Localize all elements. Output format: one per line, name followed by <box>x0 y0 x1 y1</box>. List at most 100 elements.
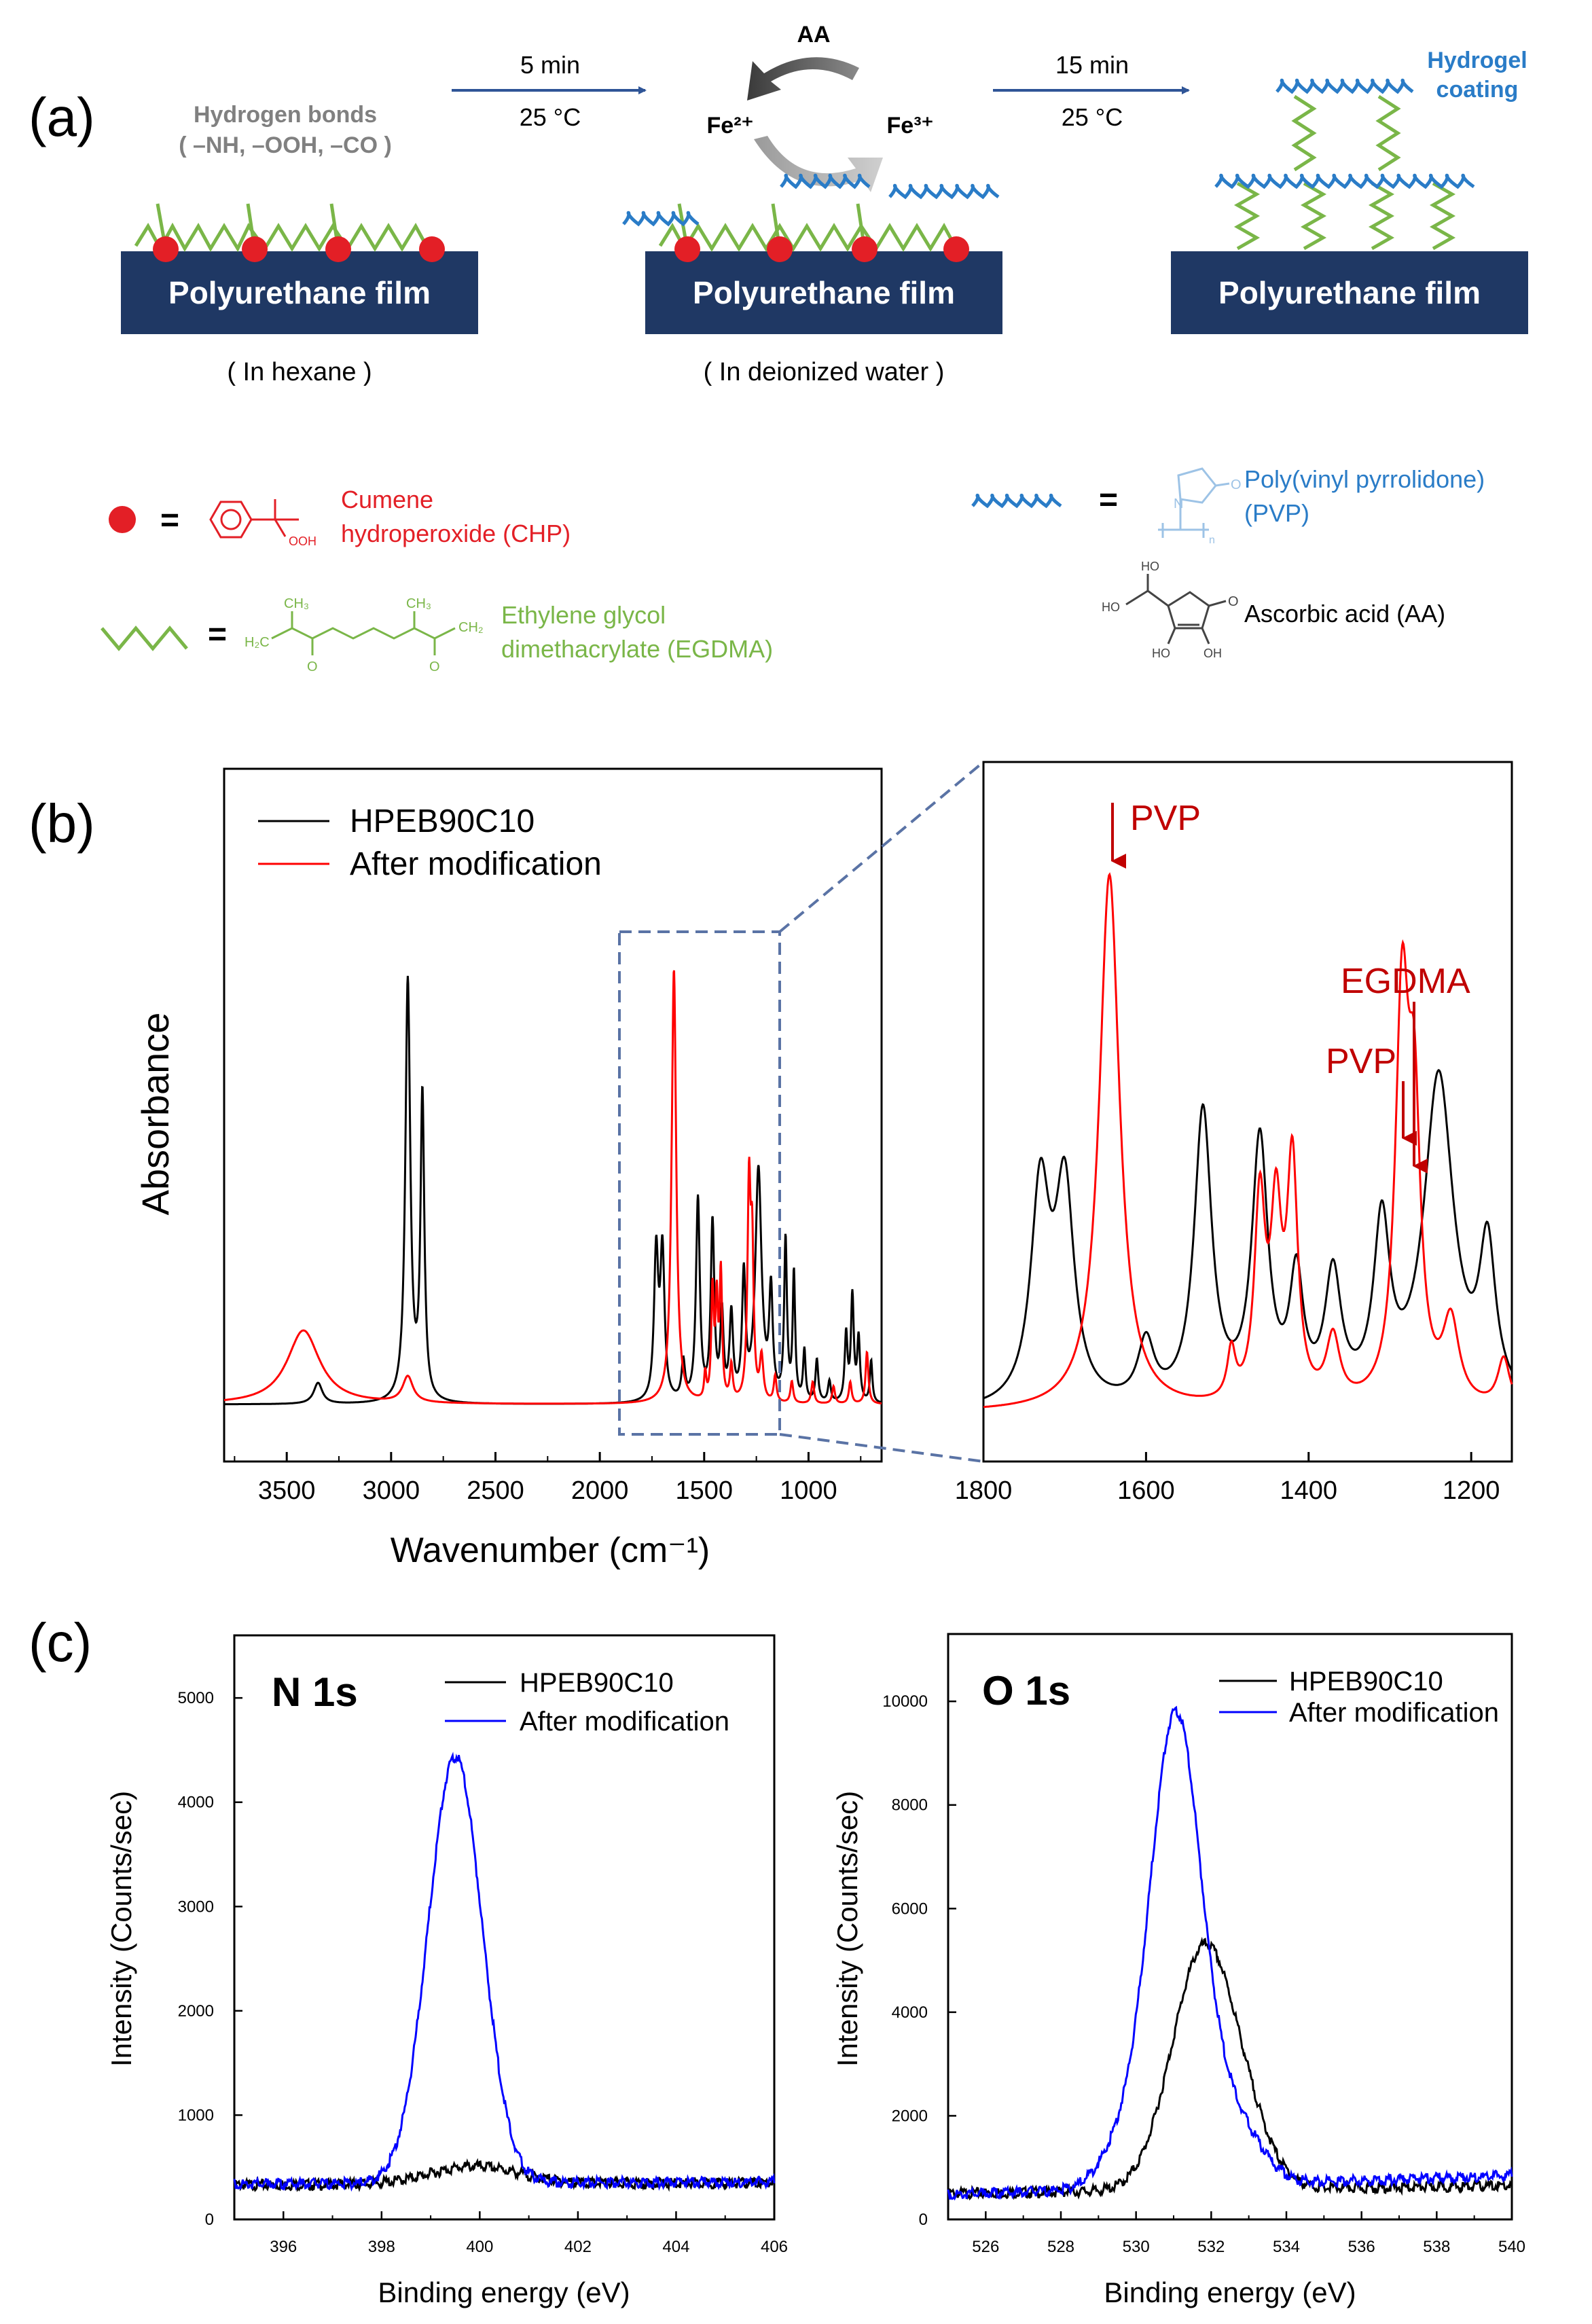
y-tick-label: 4000 <box>178 1794 214 1812</box>
xps-line-modified <box>233 1751 776 2192</box>
pvp-coils-film-3 <box>1214 78 1475 189</box>
film-2-rect <box>645 251 1002 334</box>
plot-n1s-legend: HPEB90C10 After modification <box>445 1668 729 1737</box>
step-1-time: 5 min <box>520 51 580 79</box>
bond <box>1167 628 1176 644</box>
aa-ho: HO <box>1141 560 1159 573</box>
benzene-circle <box>220 509 242 530</box>
x-tick-label: 3500 <box>258 1476 316 1505</box>
bond <box>1147 589 1169 607</box>
plot-b-zoom-xticks: 1800 1600 1400 1200 <box>955 1452 1500 1505</box>
pvp-coil <box>622 211 700 227</box>
aa-label: AA <box>797 22 830 48</box>
benzene-ring <box>209 501 253 539</box>
chp-dot <box>153 236 179 262</box>
equals-sign: = <box>1099 482 1118 518</box>
y-tick-label: 4000 <box>892 2003 928 2022</box>
plot-b-annotations: PVP EGDMA PVP <box>1111 799 1470 1174</box>
plot-n1s-xlabel: Binding energy (eV) <box>378 2276 630 2308</box>
chp-dot <box>852 236 878 262</box>
film-3-label: Polyurethane film <box>1218 275 1481 310</box>
egdma-zigzag <box>1429 181 1456 251</box>
pvp-coils-film-2 <box>622 173 1000 227</box>
legend-label-hpeb: HPEB90C10 <box>520 1668 674 1698</box>
x-tick-label: 2500 <box>467 1476 524 1505</box>
plot-o1s-legend: HPEB90C10 After modification <box>1219 1667 1499 1728</box>
chp-dot <box>325 236 351 262</box>
chp-dot <box>767 236 793 262</box>
x-tick-label: 402 <box>564 2238 592 2256</box>
plot-n1s-curves <box>233 1751 776 2192</box>
bond <box>1215 482 1230 487</box>
x-tick-label: 406 <box>761 2238 788 2256</box>
y-tick-label: 2000 <box>178 2002 214 2020</box>
hydrogel-label-line2: coating <box>1436 77 1519 103</box>
x-tick-label: 1000 <box>780 1476 837 1505</box>
plot-b-ylabel: Absorbance <box>134 1013 177 1216</box>
plot-n1s-title: N 1s <box>272 1669 358 1715</box>
pvp-structure <box>1158 467 1230 538</box>
y-tick-label: 2000 <box>892 2107 928 2125</box>
plot-o1s-curves <box>947 1705 1513 2201</box>
plot-b-legend: HPEB90C10 After modification <box>258 803 602 882</box>
plot-n1s-ylabel: Intensity (Counts/sec) <box>105 1791 137 2067</box>
egdma-zigzag <box>134 222 430 253</box>
film-1-label: Polyurethane film <box>168 275 431 310</box>
zoom-spectrum-line-modified <box>983 872 1513 1409</box>
panel-c-label: (c) <box>29 1612 92 1673</box>
chp-dots-film-1 <box>153 236 445 262</box>
chp-dot <box>943 236 969 262</box>
pvp-coil <box>1276 78 1414 94</box>
x-tick-label: 3000 <box>363 1476 420 1505</box>
chp-dot <box>242 236 268 262</box>
medium-1-label: ( In hexane ) <box>227 358 372 386</box>
x-tick-label: 1200 <box>1443 1476 1500 1505</box>
hbond-title: Hydrogen bonds <box>194 102 377 128</box>
legend-label-modified: After modification <box>1289 1698 1499 1728</box>
plot-b-main-frame <box>223 767 883 1463</box>
hydrogel-label-line1: Hydrogel <box>1427 48 1527 73</box>
step-2-time: 15 min <box>1055 51 1129 79</box>
y-tick-label: 3000 <box>178 1898 214 1916</box>
x-tick-label: 1500 <box>676 1476 734 1505</box>
fe2-label: Fe²⁺ <box>707 113 754 139</box>
pvp-name-line1: Poly(vinyl pyrrolidone) <box>1244 465 1485 493</box>
film-2: Polyurethane film <box>622 173 1002 334</box>
equals-sign: = <box>208 617 227 653</box>
plot-b-zoom-frame <box>982 761 1513 1463</box>
y-tick-label: 1000 <box>178 2106 214 2124</box>
egdma-o: O <box>307 659 318 674</box>
egdma-zigzag <box>1300 181 1327 251</box>
film-1: Polyurethane film <box>121 203 478 334</box>
legend-egdma: = CH₃ H₂C O CH₃ CH₂ O Ethylene glycol di… <box>101 596 773 674</box>
spectrum-line-modified <box>224 970 882 1405</box>
plot-o1s-frame <box>947 1633 1513 2221</box>
aa-structure <box>1125 574 1227 644</box>
y-tick-label: 6000 <box>892 1900 928 1918</box>
y-tick-label: 8000 <box>892 1796 928 1815</box>
egdma-zigzag <box>1375 94 1401 172</box>
step-1-temp: 25 °C <box>520 103 581 131</box>
x-tick-label: 1600 <box>1117 1476 1175 1505</box>
egdma-zigzag <box>658 222 958 253</box>
egdma-symbol <box>101 625 188 651</box>
egdma-zigzag <box>1233 181 1261 251</box>
x-tick-label: 2000 <box>571 1476 629 1505</box>
zoom-region-box <box>618 930 781 1436</box>
egdma-zigzags-film-1 <box>134 203 430 253</box>
y-tick-label: 0 <box>205 2211 214 2229</box>
pvp-n: N <box>1174 496 1183 511</box>
pvp-coil <box>888 183 1000 200</box>
x-tick-label: 540 <box>1498 2238 1525 2256</box>
pvp-o: O <box>1231 477 1242 492</box>
egdma-zigzag <box>1368 181 1395 251</box>
fe3-label: Fe³⁺ <box>887 113 934 139</box>
chp-dot <box>419 236 445 262</box>
x-tick-label: 398 <box>368 2238 395 2256</box>
egdma-structure <box>271 611 456 655</box>
pyrrolidone-ring <box>1177 467 1217 504</box>
pvp-name-line2: (PVP) <box>1244 499 1309 527</box>
legend-pvp: = N O n Poly(vinyl pyrrolidone) (PVP) <box>971 465 1485 546</box>
plot-b-main-curves <box>224 970 882 1406</box>
